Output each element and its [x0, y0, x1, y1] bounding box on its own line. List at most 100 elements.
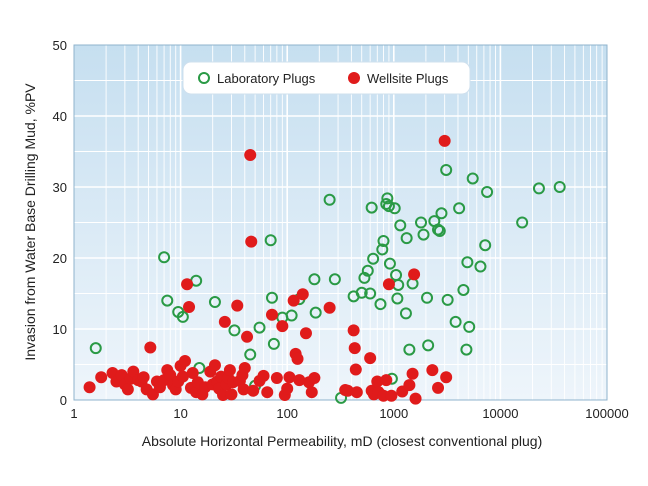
- laboratory-plug-point: [435, 207, 448, 220]
- wellsite-plug-point: [179, 354, 192, 367]
- wellsite-plug-point: [385, 389, 398, 402]
- wellsite-plug-point: [283, 371, 296, 384]
- laboratory-plug-point: [383, 257, 396, 270]
- laboratory-plug-point: [403, 343, 416, 356]
- wellsite-plug-point: [95, 371, 108, 384]
- wellsite-plug-point: [176, 370, 189, 383]
- laboratory-plug-point: [391, 292, 404, 305]
- wellsite-plug-point: [244, 149, 257, 162]
- wellsite-plug-point: [308, 371, 321, 384]
- laboratory-plug-point: [381, 192, 394, 205]
- laboratory-plug-point: [176, 310, 189, 323]
- wellsite-plug-point: [293, 374, 306, 387]
- laboratory-plug-point: [400, 232, 413, 245]
- laboratory-plugs-series: [89, 163, 566, 404]
- wellsite-plug-point: [348, 342, 361, 355]
- x-tick-label: 1: [70, 406, 77, 421]
- laboratory-plug-point: [421, 291, 434, 304]
- wellsite-plug-point: [382, 278, 395, 291]
- wellsite-plug-point: [164, 369, 177, 382]
- laboratory-plug-point: [355, 286, 368, 299]
- legend-label-laboratory: Laboratory Plugs: [217, 71, 316, 86]
- plot-frame: [73, 44, 608, 401]
- laboratory-plug-point: [328, 273, 341, 286]
- wellsite-plug-point: [137, 371, 150, 384]
- laboratory-plug-point: [89, 342, 102, 355]
- laboratory-plug-point: [376, 243, 389, 256]
- laboratory-plug-point: [365, 201, 378, 214]
- x-tick-label: 10: [173, 406, 187, 421]
- wellsite-plug-point: [296, 288, 309, 301]
- wellsite-plug-point: [265, 308, 278, 321]
- laboratory-plug-point: [399, 307, 412, 320]
- wellsite-plug-point: [218, 315, 231, 328]
- y-axis-label: Invasion from Water Base Drilling Mud, %…: [22, 83, 38, 361]
- wellsite-plug-point: [83, 381, 96, 394]
- wellsite-plug-point: [291, 352, 304, 365]
- laboratory-plug-point: [309, 306, 322, 319]
- wellsite-plug-point: [299, 327, 312, 340]
- wellsite-plug-point: [208, 359, 221, 372]
- x-tick-label: 1000: [379, 406, 408, 421]
- wellsite-plug-point: [115, 369, 128, 382]
- wellsite-plug-point: [247, 384, 260, 397]
- wellsite-plug-point: [238, 362, 251, 375]
- wellsite-plugs-series: [83, 134, 453, 405]
- x-tick-label: 100: [276, 406, 298, 421]
- laboratory-plug-point: [433, 225, 446, 238]
- laboratory-plug-point: [265, 291, 278, 304]
- wellsite-plug-point: [371, 375, 384, 388]
- wellsite-plug-point: [364, 352, 377, 365]
- wellsite-plug-point: [181, 278, 194, 291]
- wellsite-plug-point: [323, 301, 336, 314]
- laboratory-plug-point: [463, 320, 476, 333]
- y-tick-label: 30: [53, 180, 67, 195]
- wellsite-plug-point: [287, 294, 300, 307]
- laboratory-plug-point: [460, 343, 473, 356]
- wellsite-plug-point: [237, 383, 250, 396]
- wellsite-plug-point: [305, 386, 318, 399]
- tick-labels: 1 10 100 1000 10000 100000 0 10 20 30 40 50: [53, 38, 629, 421]
- x-tick-label: 100000: [585, 406, 628, 421]
- wellsite-plug-point: [270, 371, 283, 384]
- wellsite-plug-point: [408, 268, 421, 281]
- wellsite-plug-point: [347, 324, 360, 337]
- laboratory-plug-point: [388, 202, 401, 215]
- wellsite-plug-point: [225, 388, 238, 401]
- laboratory-plug-point: [323, 193, 336, 206]
- legend-label-wellsite: Wellsite Plugs: [367, 71, 449, 86]
- laboratory-plug-point: [358, 271, 371, 284]
- laboratory-plug-point: [377, 234, 390, 247]
- wellsite-plug-point: [432, 381, 445, 394]
- wellsite-plug-point: [261, 386, 274, 399]
- wellsite-plug-point: [349, 363, 362, 376]
- x-tick-label: 10000: [482, 406, 518, 421]
- legend-box: [182, 61, 471, 95]
- wellsite-plug-point: [426, 364, 439, 377]
- wellsite-plug-point: [241, 330, 254, 343]
- laboratory-plug-point: [374, 298, 387, 311]
- laboratory-plug-point: [161, 294, 174, 307]
- laboratory-plug-point: [422, 339, 435, 352]
- wellsite-plug-point: [183, 300, 196, 313]
- laboratory-plug-point: [264, 234, 277, 247]
- laboratory-plug-point: [481, 185, 494, 198]
- laboratory-plug-point: [474, 260, 487, 273]
- laboratory-plug-point: [432, 223, 445, 236]
- laboratory-plug-point: [479, 239, 492, 252]
- y-tick-label: 20: [53, 251, 67, 266]
- laboratory-plug-point: [466, 172, 479, 185]
- laboratory-plug-point: [267, 337, 280, 350]
- legend-marker-wellsite: [348, 72, 360, 84]
- y-tick-label: 0: [60, 393, 67, 408]
- y-tick-label: 10: [53, 322, 67, 337]
- laboratory-plug-point: [367, 252, 380, 265]
- wellsite-plug-point: [144, 341, 157, 354]
- wellsite-plug-point: [380, 374, 393, 387]
- data-points: [83, 134, 566, 405]
- laboratory-plug-point: [382, 200, 395, 213]
- laboratory-plug-point: [361, 264, 374, 277]
- wellsite-plug-point: [276, 320, 289, 333]
- laboratory-plug-point: [516, 216, 529, 229]
